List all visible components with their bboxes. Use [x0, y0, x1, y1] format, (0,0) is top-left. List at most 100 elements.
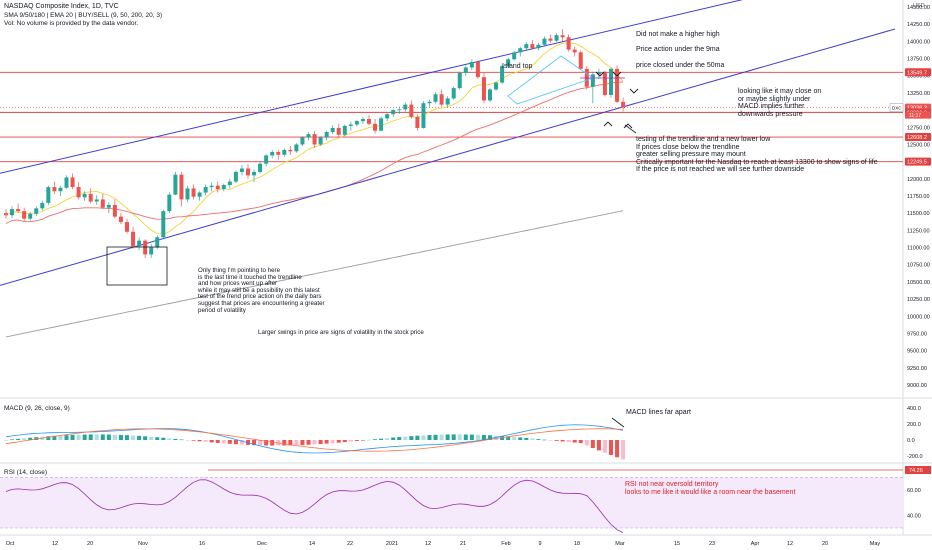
candle-body	[288, 149, 293, 152]
time-axis-label: 16	[199, 541, 205, 547]
candle-body	[560, 35, 565, 38]
candle-body	[306, 134, 311, 138]
candle-body	[318, 137, 323, 145]
macd-histogram-bar	[52, 435, 57, 440]
candle-body	[209, 185, 214, 188]
candle-body	[10, 209, 15, 216]
candle-body	[82, 193, 87, 198]
annotation-trendline: testing of the trendline and a new lower…	[636, 136, 878, 174]
macd-histogram-bar	[524, 437, 529, 440]
time-axis-label: 15	[674, 541, 680, 547]
macd-histogram-bar	[233, 440, 238, 445]
macd-histogram-bar	[70, 434, 75, 440]
candle-body	[324, 132, 329, 138]
macd-histogram-bar	[118, 434, 123, 440]
time-axis-label: 20	[822, 541, 828, 547]
candle-body	[451, 88, 456, 99]
macd-histogram-bar	[415, 435, 420, 440]
candle-body	[64, 177, 69, 188]
macd-histogram-bar	[354, 440, 359, 441]
macd-histogram-bar	[373, 439, 378, 440]
macd-histogram-bar	[143, 436, 148, 440]
candle-body	[312, 134, 317, 145]
time-axis-label: 23	[709, 541, 715, 547]
macd-histogram-bar	[554, 440, 559, 441]
candle-body	[167, 194, 172, 212]
candle-body	[609, 68, 613, 95]
annotation-only-thing: Only thing I'm pointing to here is the l…	[198, 267, 325, 314]
candle-body	[373, 123, 378, 131]
macd-histogram-bar	[34, 437, 39, 440]
sma180-line	[5, 210, 624, 338]
price-tick-label: 10250.00	[907, 297, 930, 303]
candle-body	[155, 237, 160, 248]
candle-body	[566, 37, 571, 50]
macd-histogram-bar	[58, 435, 63, 440]
macd-histogram-bar	[391, 437, 396, 440]
macd-histogram-bar	[457, 434, 462, 440]
macd-histogram-bar	[348, 440, 353, 442]
price-tag	[905, 68, 931, 77]
macd-histogram-bar	[82, 434, 87, 440]
macd-histogram-bar	[46, 436, 51, 440]
macd-histogram-bar	[282, 440, 287, 446]
candle-body	[367, 119, 371, 124]
macd-signal-line	[5, 428, 624, 452]
macd-histogram-bar	[203, 440, 208, 442]
countdown-label: 11:17	[909, 113, 921, 119]
candle-body	[475, 61, 480, 78]
macd-histogram-bar	[584, 440, 589, 446]
annotation-volatility: Larger swings in price are signs of vola…	[258, 329, 424, 336]
down-arrow-marker	[629, 88, 639, 94]
macd-histogram-bar	[76, 434, 81, 440]
price-tick-label: 11250.00	[907, 228, 930, 234]
time-axis-label: May	[870, 541, 881, 547]
macd-histogram-bar	[427, 435, 432, 440]
time-axis-label: Dec	[257, 541, 267, 547]
candle-body	[294, 144, 299, 152]
macd-histogram-bar	[367, 439, 371, 441]
annotation-ma50: price closed under the 50ma	[636, 62, 725, 69]
macd-histogram-bar	[94, 434, 99, 440]
dxc-label: DXC	[892, 106, 902, 111]
candle-body	[385, 114, 390, 119]
macd-histogram-bar	[10, 439, 15, 441]
candle-body	[469, 61, 474, 68]
candle-body	[439, 94, 444, 105]
time-axis-label: 12	[787, 541, 793, 547]
candle-body	[215, 185, 220, 190]
macd-histogram-bar	[106, 434, 111, 440]
macd-histogram-bar	[609, 440, 613, 455]
candle-body	[185, 188, 190, 200]
macd-histogram-bar	[185, 440, 190, 441]
price-tick-label: 12000.00	[907, 177, 930, 183]
candle-body	[203, 187, 208, 193]
candle-body	[518, 48, 523, 53]
macd-histogram-bar	[179, 439, 184, 441]
macd-histogram-bar	[602, 440, 607, 453]
annotation-ma9: Price action under the 9ma	[636, 46, 720, 53]
macd-histogram-bar	[264, 440, 269, 446]
macd-histogram-bar	[149, 436, 154, 440]
price-tick-label: 9250.00	[907, 366, 927, 372]
macd-histogram-bar	[469, 434, 474, 440]
candle-body	[348, 124, 353, 126]
candle-body	[276, 152, 281, 155]
candle-body	[173, 174, 178, 195]
candle-body	[40, 202, 45, 209]
macd-histogram-bar	[433, 434, 438, 440]
rsi-label: RSI (14, close)	[4, 469, 47, 476]
candle-body	[572, 49, 577, 53]
candle-body	[239, 168, 244, 172]
macd-histogram-bar	[100, 434, 105, 440]
rsi-tick-label: 60.00	[907, 488, 921, 494]
price-tick-label: 9500.00	[907, 349, 927, 355]
macd-histogram-bar	[258, 440, 263, 446]
candle-body	[433, 94, 438, 102]
candle-body	[34, 208, 39, 214]
candle-body	[530, 44, 535, 49]
macd-histogram-bar	[239, 440, 244, 445]
candle-body	[28, 213, 33, 219]
candle-body	[536, 44, 541, 49]
candle-body	[403, 104, 408, 110]
